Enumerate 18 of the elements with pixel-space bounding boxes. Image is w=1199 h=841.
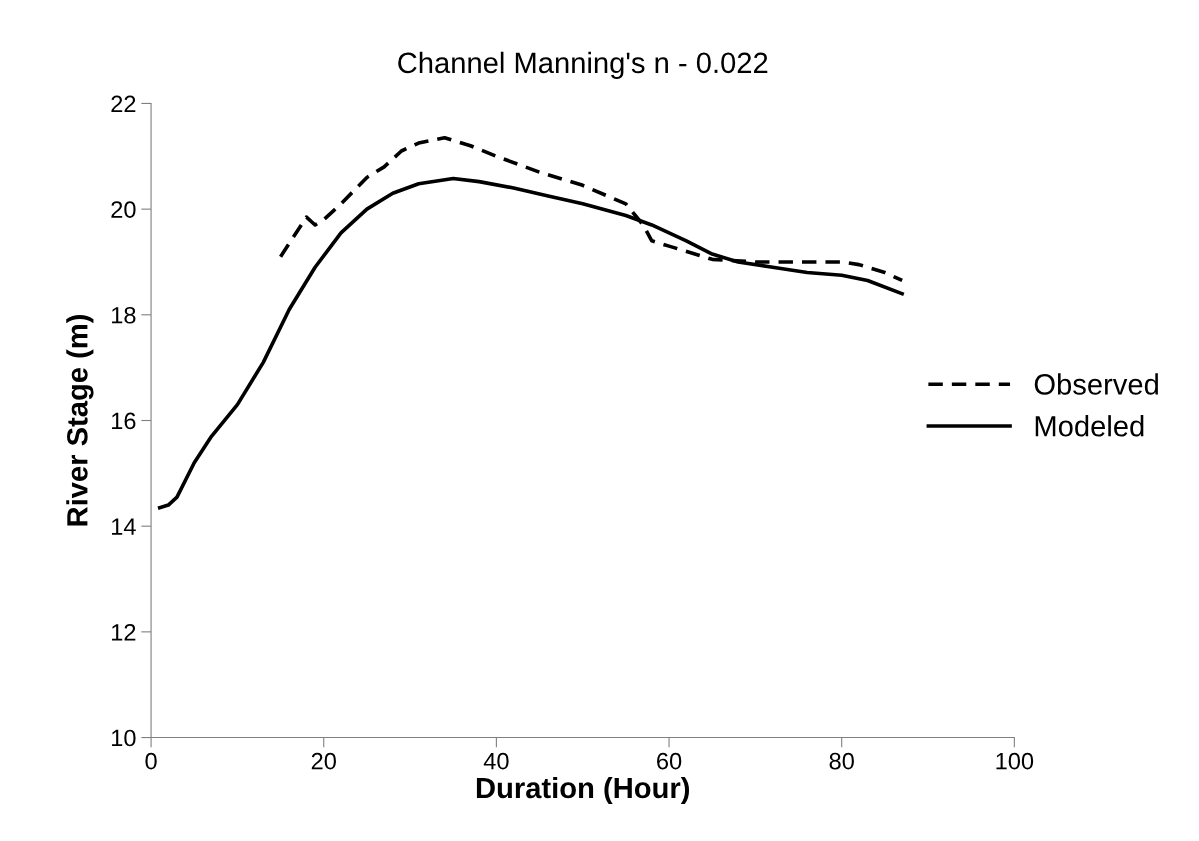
x-tick-label: 0 [145, 752, 157, 770]
y-tick-label: 10 [112, 729, 136, 747]
legend-label: Modeled [1035, 415, 1144, 437]
y-tick-label: 22 [111, 95, 136, 112]
x-tick-label: 80 [829, 752, 854, 770]
x-tick-label: 20 [311, 752, 336, 770]
y-tick-label: 14 [112, 518, 136, 535]
y-tick-label: 20 [111, 201, 136, 218]
x-axis-title: Duration (Hour) [476, 776, 690, 805]
x-tick-label: 40 [483, 752, 509, 770]
x-tick-label: 100 [996, 752, 1034, 770]
legend-label: Observed [1034, 373, 1158, 395]
chart-title: Channel Manning's n - 0.022 [398, 51, 768, 79]
y-tick-label: 18 [112, 306, 136, 324]
y-tick-label: 12 [112, 623, 136, 641]
y-tick-label: 16 [112, 412, 136, 430]
y-axis-title: River Stage (m) [66, 314, 94, 526]
x-tick-label: 60 [657, 752, 682, 770]
